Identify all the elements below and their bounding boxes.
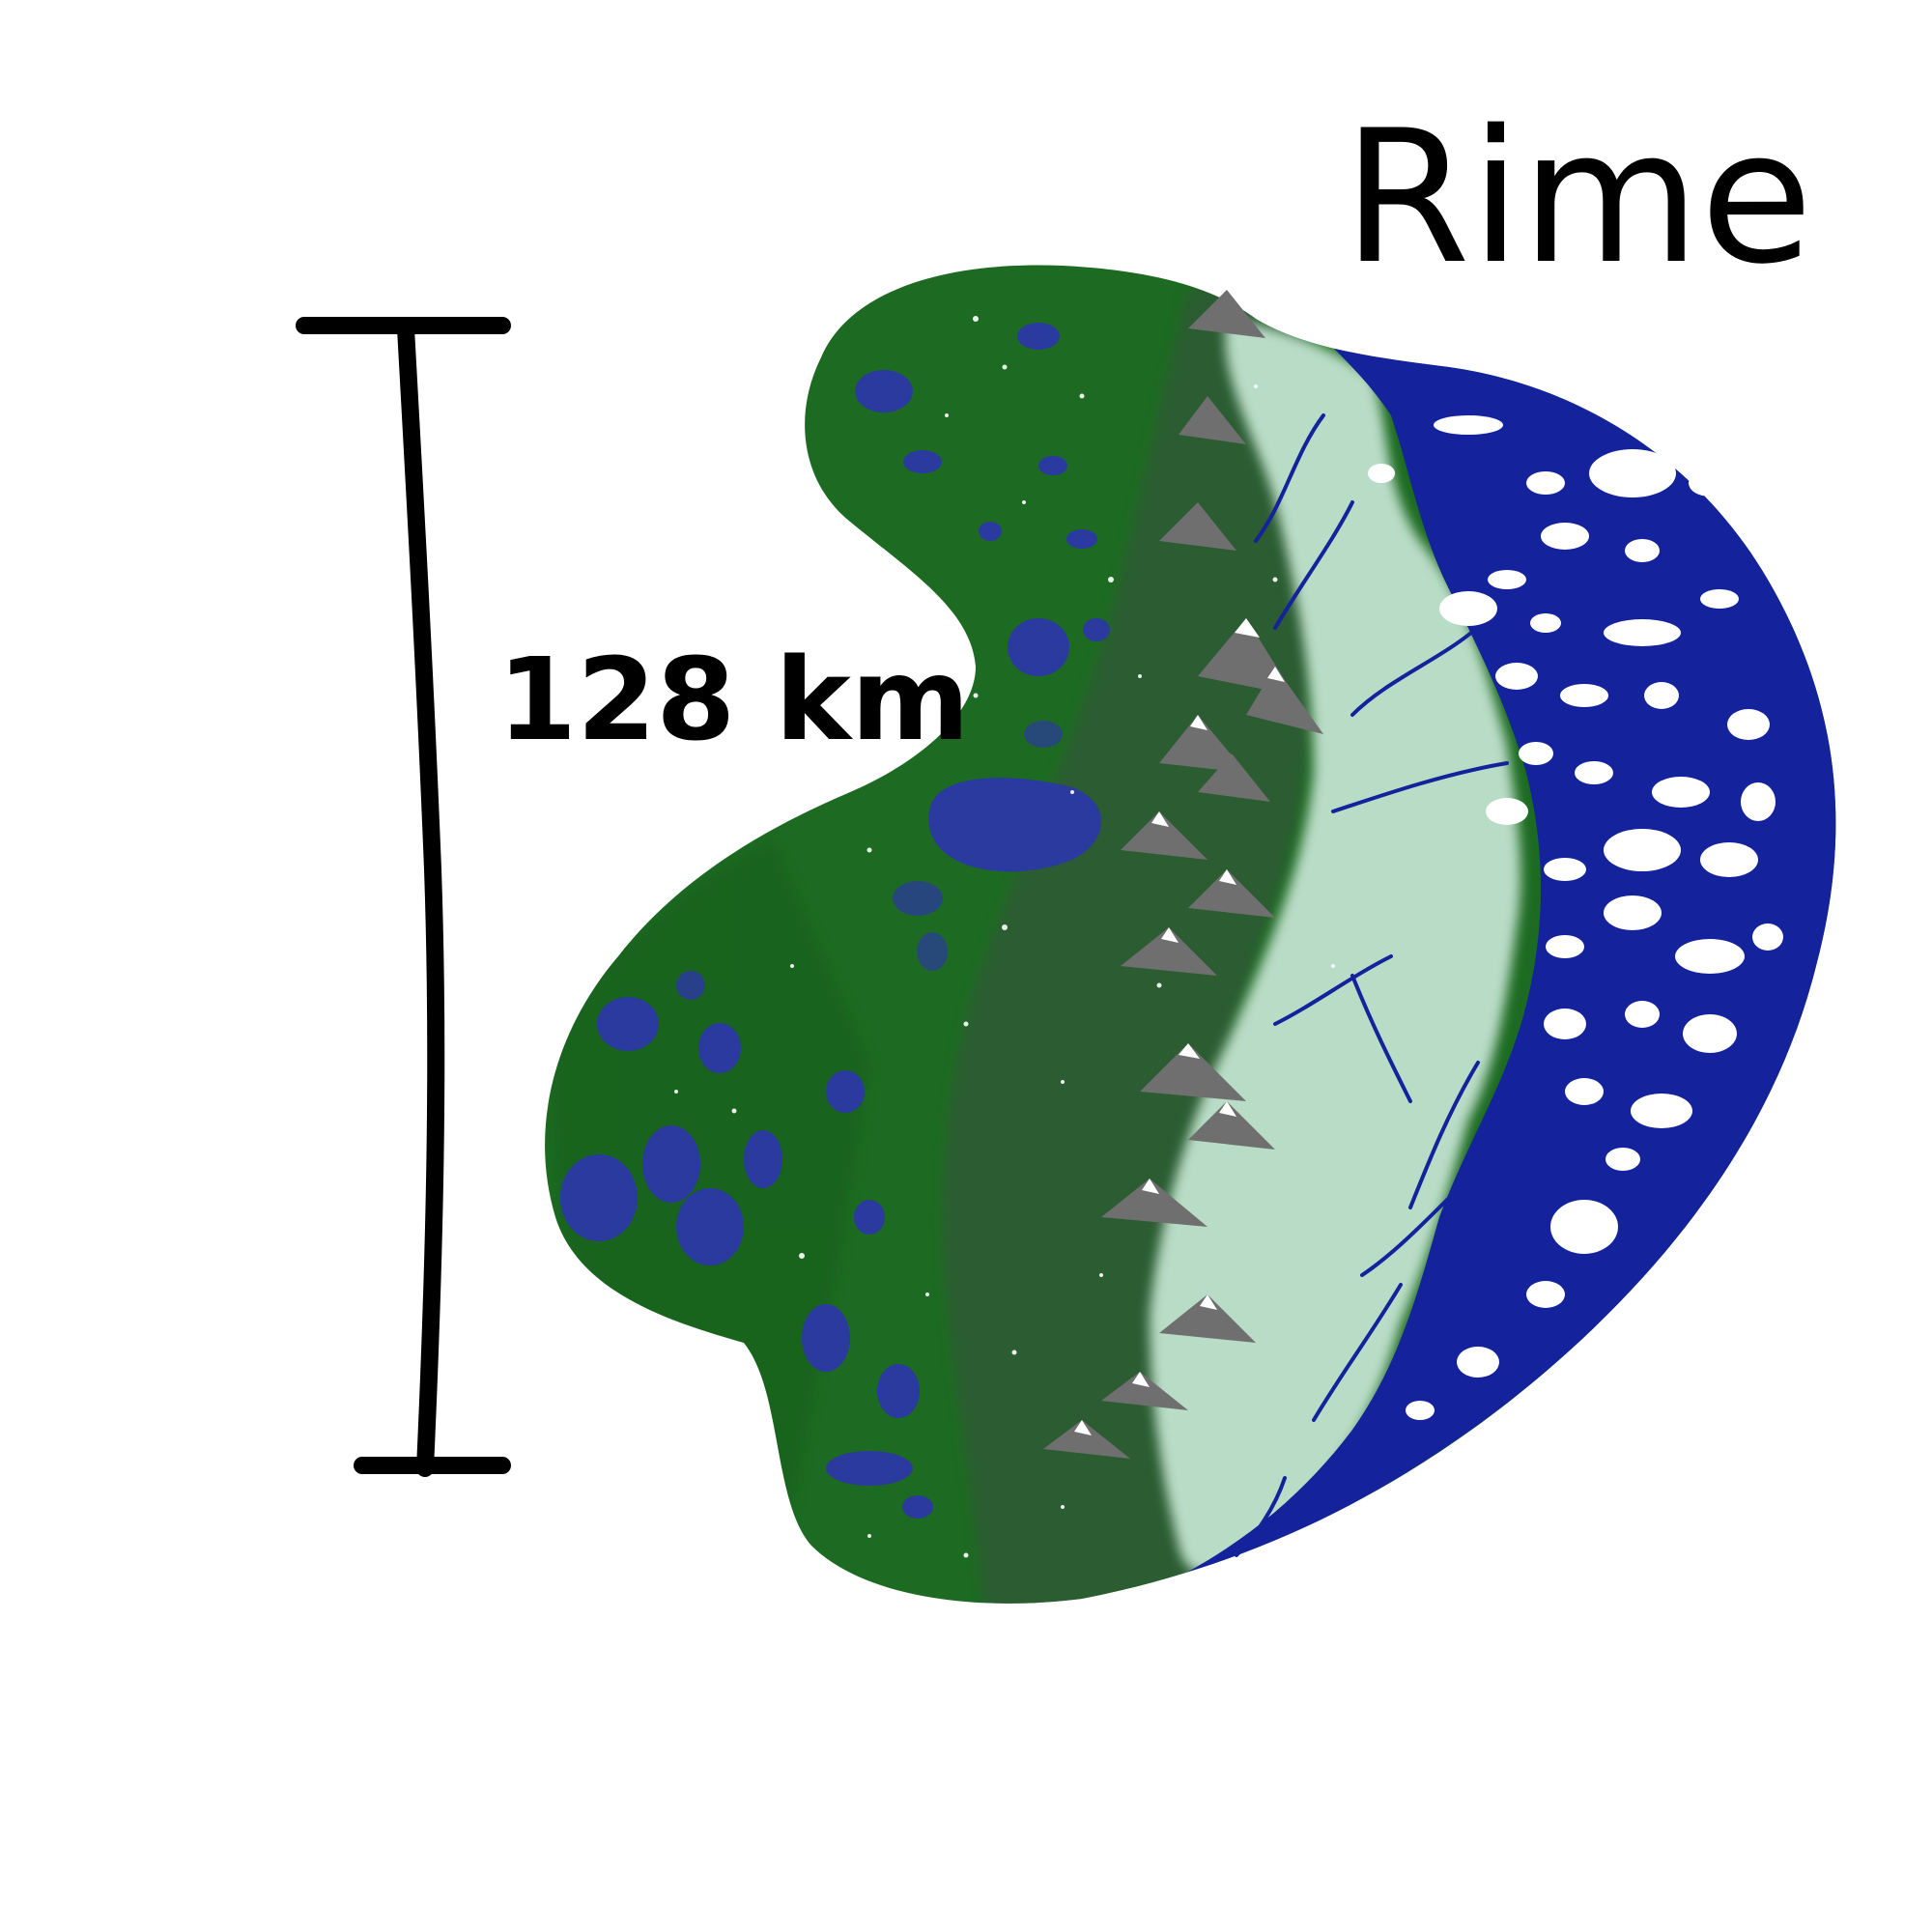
lake [826,1070,865,1113]
lake [893,881,943,916]
lake [1083,618,1110,641]
lake [597,997,659,1051]
mountains [1043,290,1323,1459]
ice-floes [1368,415,1783,1420]
lake [854,1200,885,1235]
lake [676,971,705,1000]
lake [979,522,1002,541]
lake [698,1023,741,1073]
lakes [560,323,1110,1519]
lake [903,450,942,473]
lake [1017,323,1060,350]
snow-plain [1150,319,1521,1574]
map-title: Rime [1343,91,1813,304]
island [545,265,1836,1604]
lake [928,778,1101,872]
lake [1066,529,1097,549]
scale-bar [296,317,511,1477]
lake [676,1188,744,1265]
lake [1008,618,1069,676]
mountain-belt [943,280,1316,1604]
ice-water [1121,348,1836,1604]
snow-speckles [674,316,1335,1558]
lake [917,932,948,971]
lake [855,370,913,412]
lake [1038,456,1067,475]
lake [744,1130,782,1188]
scale-bar-line [397,320,445,1477]
lake [560,1154,638,1241]
lake [902,1495,933,1519]
lake [877,1364,920,1418]
lake [826,1451,913,1486]
rivers [1235,413,1509,1557]
lake [802,1304,850,1372]
lake [642,1125,700,1203]
lake [1024,721,1063,748]
scale-label: 128 km [497,633,970,766]
